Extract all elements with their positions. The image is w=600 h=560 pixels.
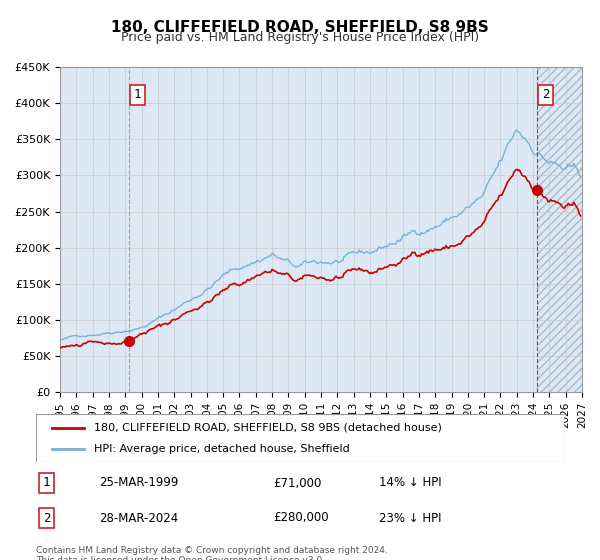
- Text: 14% ↓ HPI: 14% ↓ HPI: [379, 477, 442, 489]
- Text: 180, CLIFFEFIELD ROAD, SHEFFIELD, S8 9BS (detached house): 180, CLIFFEFIELD ROAD, SHEFFIELD, S8 9BS…: [94, 423, 442, 433]
- Text: 25-MAR-1999: 25-MAR-1999: [100, 477, 179, 489]
- Text: 1: 1: [43, 477, 50, 489]
- Text: Price paid vs. HM Land Registry's House Price Index (HPI): Price paid vs. HM Land Registry's House …: [121, 31, 479, 44]
- Text: 28-MAR-2024: 28-MAR-2024: [100, 511, 179, 525]
- Text: HPI: Average price, detached house, Sheffield: HPI: Average price, detached house, Shef…: [94, 444, 350, 454]
- Text: 23% ↓ HPI: 23% ↓ HPI: [379, 511, 442, 525]
- Text: £280,000: £280,000: [274, 511, 329, 525]
- Text: 1: 1: [134, 88, 142, 101]
- Text: 2: 2: [43, 511, 50, 525]
- Text: 2: 2: [542, 88, 549, 101]
- FancyBboxPatch shape: [36, 414, 564, 462]
- Text: £71,000: £71,000: [274, 477, 322, 489]
- Bar: [537, 67, 582, 392]
- Text: 180, CLIFFEFIELD ROAD, SHEFFIELD, S8 9BS: 180, CLIFFEFIELD ROAD, SHEFFIELD, S8 9BS: [111, 20, 489, 35]
- Text: Contains HM Land Registry data © Crown copyright and database right 2024.
This d: Contains HM Land Registry data © Crown c…: [36, 546, 388, 560]
